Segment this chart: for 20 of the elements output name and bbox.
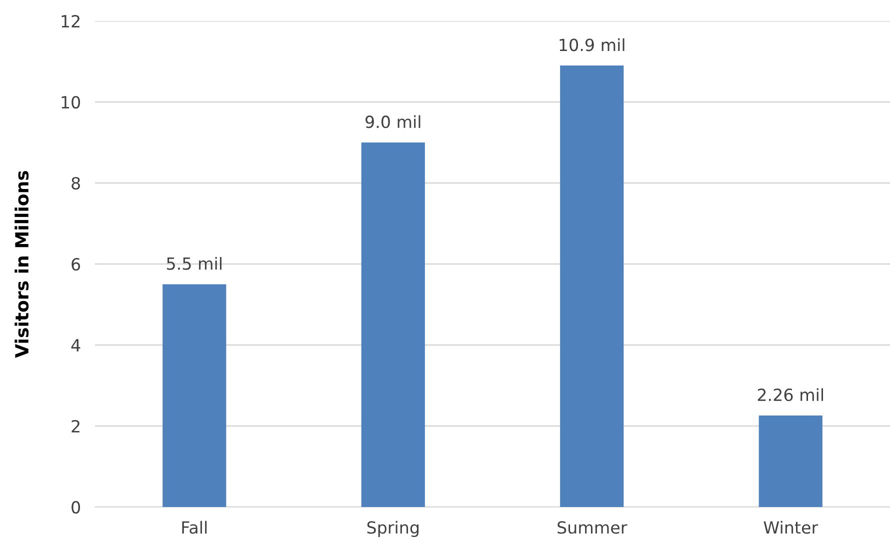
- y-tick-label: 6: [72, 258, 80, 271]
- bar: [162, 284, 226, 507]
- y-tick-label: 10: [62, 96, 80, 109]
- data-label: 10.9 mil: [560, 38, 624, 52]
- y-tick-label: 12: [62, 14, 80, 28]
- bar: [560, 66, 624, 507]
- x-tick-label: Fall: [182, 520, 207, 534]
- x-tick-label: Summer: [558, 521, 628, 534]
- y-tick-label: 0: [72, 500, 80, 514]
- y-axis-title: Visitors in Millions: [14, 170, 29, 358]
- x-tick-label: Winter: [764, 520, 818, 534]
- y-tick-label: 4: [71, 339, 80, 352]
- bar: [361, 142, 425, 507]
- y-tick-label: 8: [72, 176, 80, 190]
- x-tick-label: Spring: [367, 520, 418, 538]
- data-label: 5.5 mil: [167, 257, 222, 270]
- data-label: 2.26 mil: [758, 388, 824, 402]
- y-tick-label: 2: [72, 420, 80, 432]
- data-label: 9.0 mil: [366, 115, 420, 128]
- bar: [758, 415, 822, 507]
